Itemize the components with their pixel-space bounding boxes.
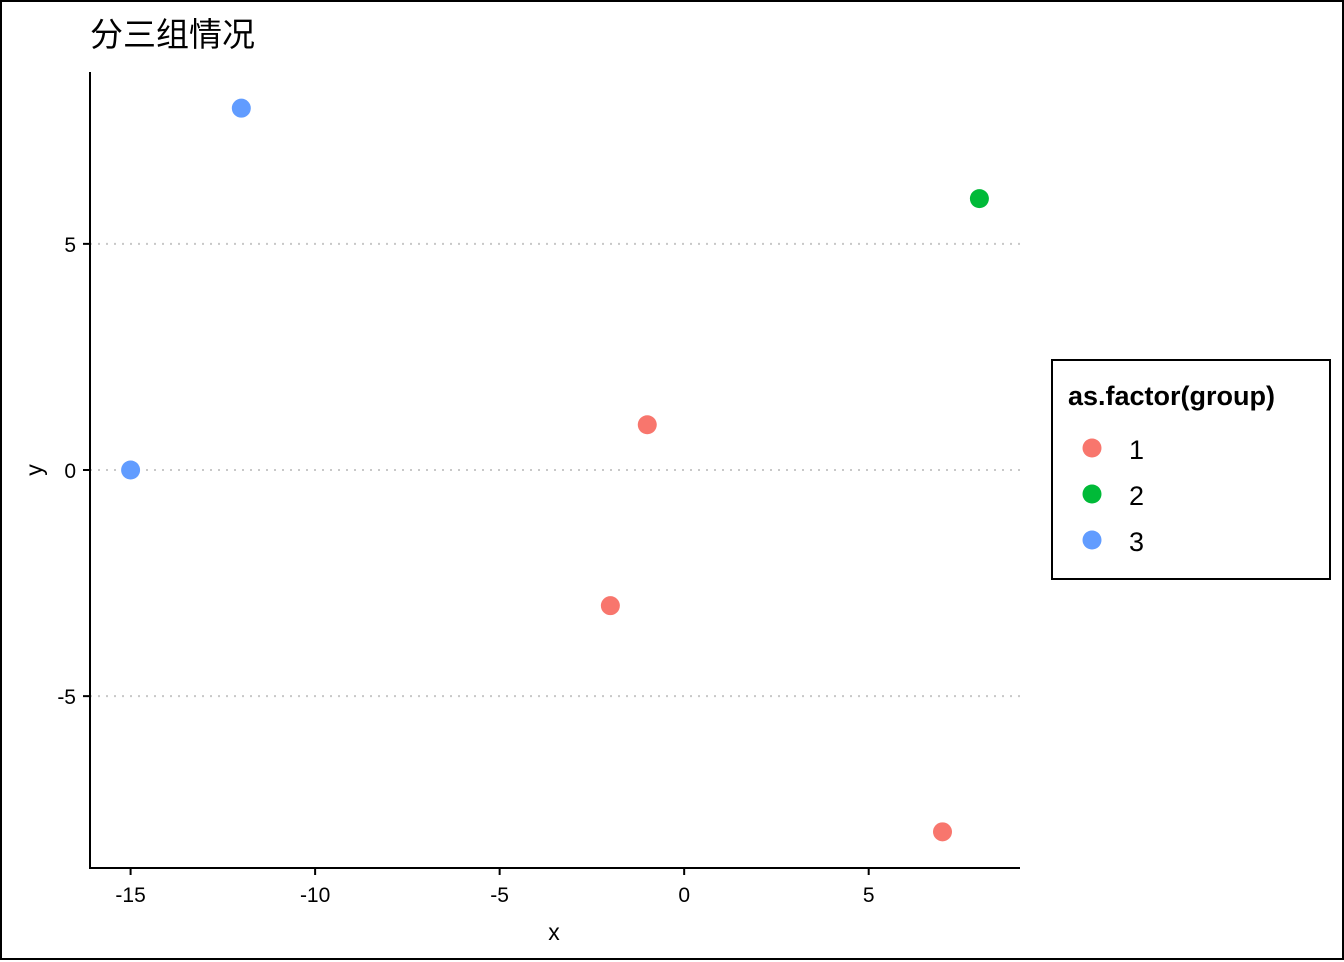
x-tick-label: -10 — [300, 884, 330, 907]
data-point-group-1 — [600, 596, 620, 616]
x-tick-label: -5 — [490, 884, 509, 907]
x-tick-label: -15 — [115, 884, 145, 907]
x-axis-ticks: -15 -10 -5 0 5 — [115, 868, 875, 907]
legend-label-2: 2 — [1129, 481, 1144, 511]
y-axis-title: y — [21, 464, 47, 476]
data-point-group-1 — [933, 822, 952, 842]
y-axis-ticks: -5 0 5 — [57, 234, 90, 709]
legend-items: 1 2 3 — [1082, 435, 1144, 557]
legend-key-3 — [1082, 530, 1102, 550]
legend-label-1: 1 — [1129, 435, 1144, 465]
legend-label-3: 3 — [1129, 527, 1144, 557]
data-point-group-1 — [637, 415, 657, 435]
data-points — [121, 98, 989, 842]
data-point-group-3 — [231, 98, 251, 118]
data-point-group-3 — [121, 460, 141, 480]
gridlines — [90, 242, 1020, 698]
chart-title: 分三组情况 — [90, 15, 255, 54]
legend-key-2 — [1082, 484, 1102, 504]
data-point-group-2 — [969, 189, 989, 209]
y-tick-label: 0 — [64, 460, 76, 483]
x-tick-label: 5 — [863, 884, 875, 907]
legend-key-1 — [1082, 438, 1102, 458]
y-tick-label: -5 — [57, 686, 76, 709]
legend: as.factor(group) 1 2 3 — [1051, 359, 1331, 580]
y-tick-label: 5 — [64, 234, 76, 257]
x-tick-label: 0 — [678, 884, 690, 907]
x-axis-title: x — [548, 919, 560, 945]
legend-title: as.factor(group) — [1068, 381, 1275, 411]
